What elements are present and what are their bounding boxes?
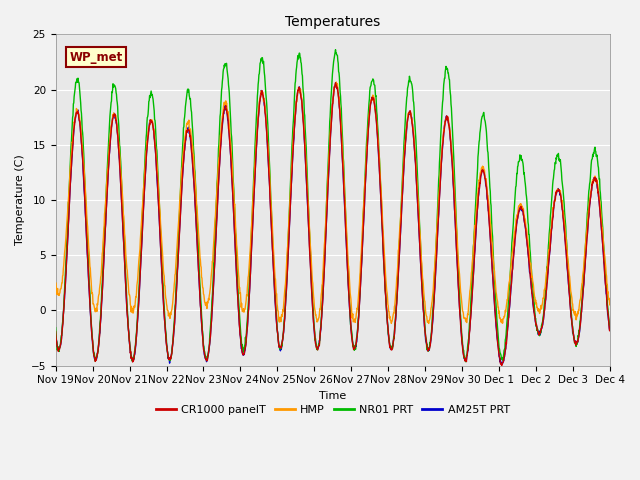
Text: WP_met: WP_met <box>70 51 123 64</box>
X-axis label: Time: Time <box>319 391 346 401</box>
Y-axis label: Temperature (C): Temperature (C) <box>15 155 25 245</box>
Legend: CR1000 panelT, HMP, NR01 PRT, AM25T PRT: CR1000 panelT, HMP, NR01 PRT, AM25T PRT <box>151 401 515 420</box>
Title: Temperatures: Temperatures <box>285 15 380 29</box>
